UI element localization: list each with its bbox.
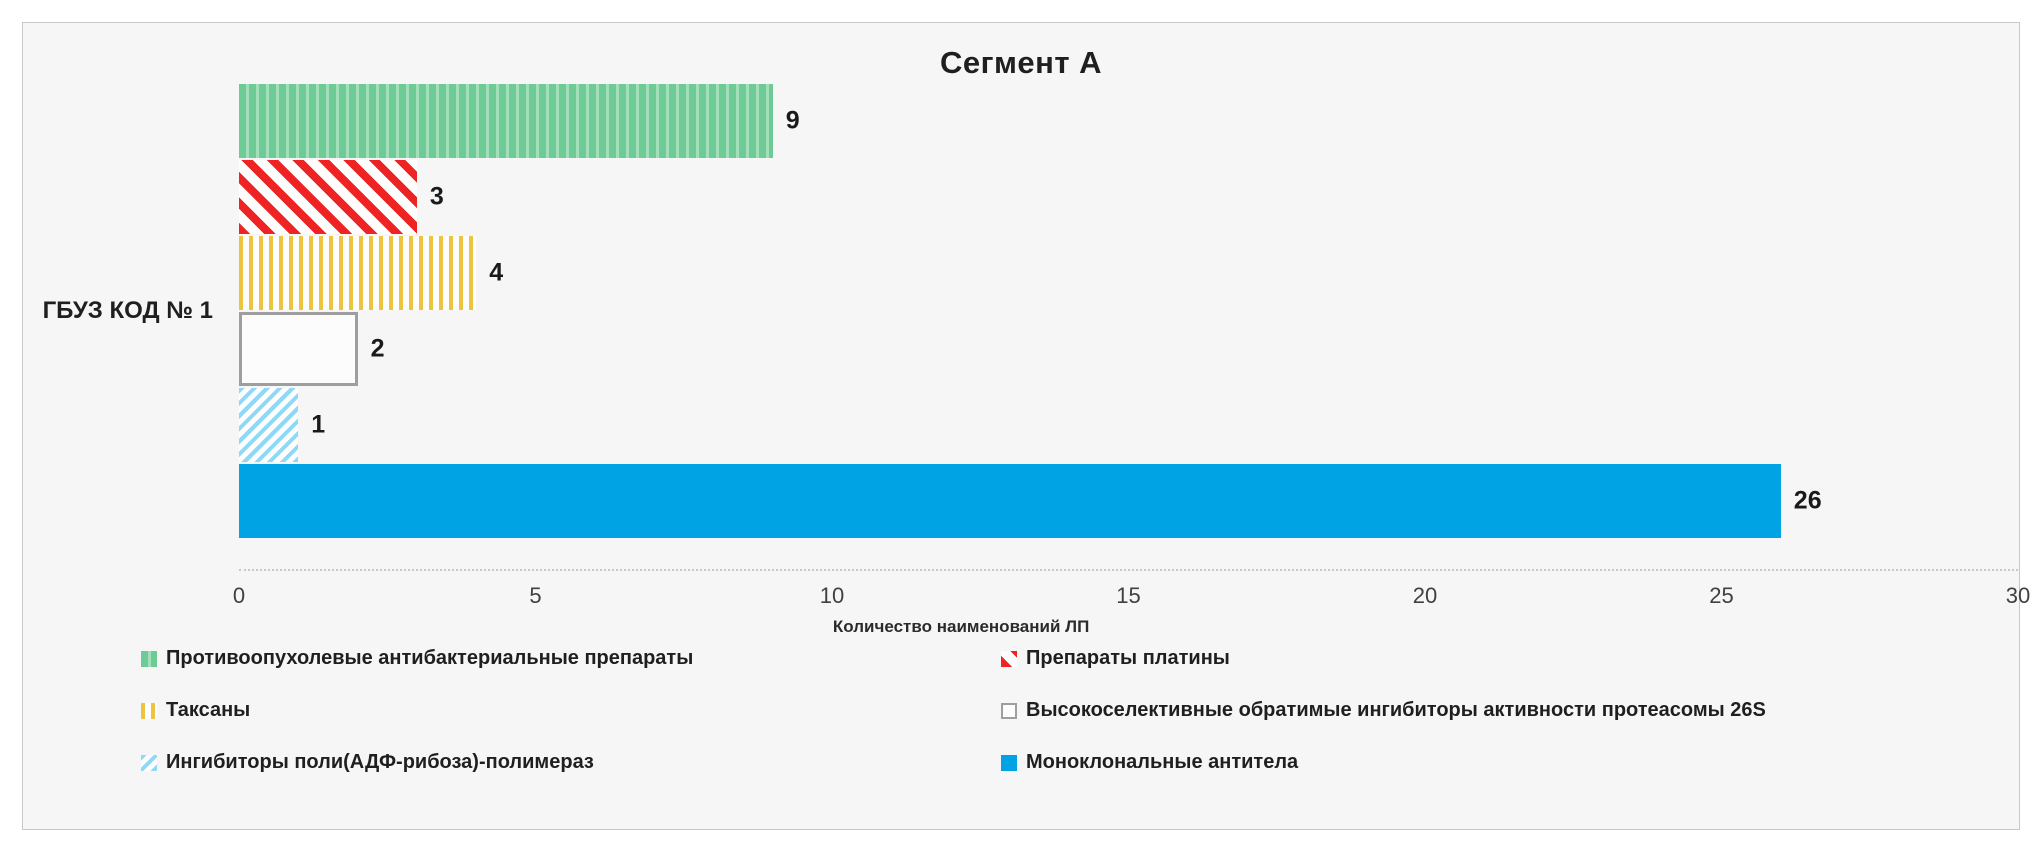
bar-4 <box>239 388 299 462</box>
legend-item-2: Таксаны <box>141 699 1001 722</box>
bar-value-label-4: 1 <box>311 410 326 439</box>
x-axis-tick-25: 25 <box>1709 583 1734 608</box>
legend-label-0: Противоопухолевые антибактериальные преп… <box>166 647 694 669</box>
x-axis-tick-20: 20 <box>1412 583 1438 608</box>
bar-row-0: 9 <box>239 83 2018 159</box>
legend-label-3: Высокоселективные обратимые ингибиторы а… <box>1026 699 1766 721</box>
legend-item-5: Моноклональные антитела <box>1001 751 1931 774</box>
bar-value-label-0: 9 <box>785 106 800 135</box>
x-axis-tick-5: 5 <box>529 583 542 608</box>
legend-label-1: Препараты платины <box>1026 647 1230 669</box>
category-label: ГБУЗ КОД № 1 <box>42 297 213 324</box>
bar-value-label-5: 26 <box>1793 486 1822 515</box>
bar-0 <box>239 84 773 158</box>
legend-item-3: Высокоселективные обратимые ингибиторы а… <box>1001 699 1931 722</box>
bar-row-2: 4 <box>239 235 2018 311</box>
bar-row-1: 3 <box>239 159 2018 235</box>
x-axis-line <box>239 569 2018 571</box>
x-axis-title: Количество наименований ЛП <box>832 617 1090 636</box>
bar-row-3: 2 <box>239 311 2018 387</box>
legend-swatch-icon-1 <box>1001 650 1017 667</box>
chart-title: Сегмент А <box>939 45 1103 80</box>
x-axis-ticks: 0 5 10 15 20 25 30 <box>233 583 2030 613</box>
legend-swatch-icon-0 <box>141 650 157 667</box>
legend-label-5: Моноклональные антитела <box>1026 751 1299 773</box>
legend-item-1: Препараты платины <box>1001 647 1931 670</box>
x-axis-tick-10: 10 <box>819 583 845 608</box>
bar-row-5: 26 <box>239 463 2018 539</box>
plot-area: 9 3 4 2 1 26 <box>239 83 2018 539</box>
bar-value-label-2: 4 <box>489 258 504 287</box>
bar-row-4: 1 <box>239 387 2018 463</box>
chart-panel: Сегмент А ГБУЗ КОД № 1 9 3 4 2 1 26 0 5 10 15 20 2… <box>22 22 2030 830</box>
x-axis-tick-0: 0 <box>232 583 246 608</box>
legend-swatch-icon-5 <box>1001 754 1017 771</box>
legend: Противоопухолевые антибактериальные преп… <box>141 647 1931 803</box>
x-axis-tick-30: 30 <box>2005 583 2031 608</box>
bar-3 <box>239 312 358 386</box>
legend-label-2: Таксаны <box>166 699 251 721</box>
x-axis-tick-15: 15 <box>1116 583 1141 608</box>
legend-label-4: Ингибиторы поли(АДФ-рибоза)-полимераз <box>166 751 594 773</box>
legend-swatch-icon-2 <box>141 702 157 719</box>
legend-swatch-icon-3 <box>1001 702 1017 719</box>
bar-value-label-1: 3 <box>429 182 444 211</box>
bar-5 <box>239 464 1781 538</box>
legend-item-4: Ингибиторы поли(АДФ-рибоза)-полимераз <box>141 751 1001 774</box>
legend-swatch-icon-4 <box>141 754 157 771</box>
bar-value-label-3: 2 <box>370 334 385 363</box>
bar-2 <box>239 236 477 310</box>
bar-1 <box>239 160 417 234</box>
legend-item-0: Противоопухолевые антибактериальные преп… <box>141 647 1001 670</box>
